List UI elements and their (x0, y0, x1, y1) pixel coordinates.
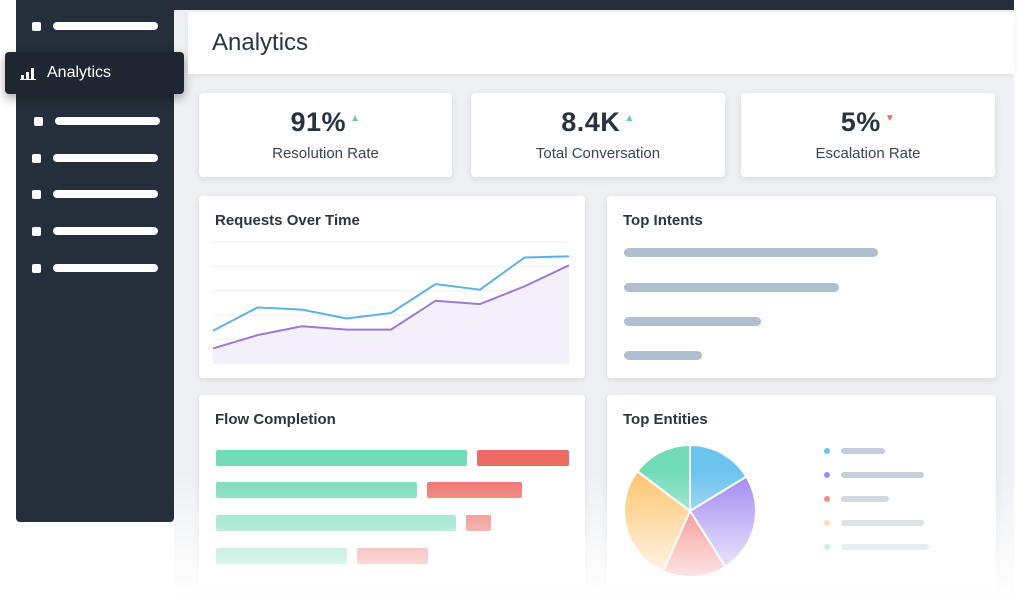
nav-placeholder (53, 154, 158, 162)
trend-up-icon: ▲ (350, 113, 361, 124)
requests-line-chart (212, 241, 570, 365)
nav-bullet-icon (32, 226, 41, 236)
legend-placeholder (841, 472, 924, 478)
trend-down-icon: ▼ (884, 113, 896, 124)
flow-completed-bar (216, 450, 467, 466)
intent-bar (624, 317, 761, 326)
page-header: Analytics (188, 12, 1014, 74)
nav-placeholder (55, 117, 160, 125)
sidebar-item[interactable] (32, 19, 158, 33)
legend-placeholder (841, 520, 924, 526)
legend-placeholder (841, 448, 885, 454)
kpi-label: Escalation Rate (815, 145, 921, 162)
nav-bullet-icon (32, 263, 41, 273)
kpi-label: Total Conversation (535, 145, 661, 162)
top-strip (16, 0, 1014, 10)
legend-dot (824, 472, 830, 478)
requests-over-time-card: Requests Over Time (199, 196, 585, 378)
card-title: Requests Over Time (215, 212, 360, 229)
sidebar-item[interactable] (32, 224, 158, 238)
sidebar-item[interactable] (34, 114, 160, 128)
flow-dropped-bar (357, 548, 428, 564)
nav-placeholder (53, 22, 158, 30)
nav-bullet-icon (34, 116, 43, 126)
card-title: Flow Completion (215, 411, 336, 428)
card-title: Top Intents (623, 212, 703, 229)
legend-placeholder (841, 496, 889, 502)
entities-pie-chart (623, 443, 757, 578)
top-intents-card: Top Intents (607, 196, 996, 378)
kpi-value: 8.4K (561, 107, 621, 137)
kpi-card-total-conversation: 8.4K ▲ Total Conversation (471, 93, 725, 177)
kpi-card-escalation-rate: 5% ▼ Escalation Rate (741, 93, 995, 177)
series-line-1 (212, 255, 570, 332)
kpi-label: Resolution Rate (272, 145, 379, 162)
bar-chart-icon (20, 68, 36, 80)
intent-bar (624, 248, 878, 257)
sidebar-item-analytics[interactable]: Analytics (5, 52, 184, 94)
sidebar-item[interactable] (32, 151, 158, 165)
kpi-card-resolution-rate: 91% ▲ Resolution Rate (199, 93, 452, 177)
legend-dot (824, 544, 830, 550)
trend-up-icon: ▲ (624, 113, 635, 124)
kpi-value: 91% (290, 107, 347, 137)
flow-dropped-bar (466, 515, 491, 531)
nav-placeholder (53, 190, 158, 198)
legend-dot (824, 448, 830, 454)
nav-bullet-icon (32, 21, 41, 31)
sidebar-item-label: Analytics (47, 64, 112, 81)
nav-bullet-icon (32, 153, 41, 163)
sidebar-item[interactable] (32, 261, 158, 275)
card-title: Top Entities (623, 411, 708, 428)
flow-dropped-bar (477, 450, 569, 466)
nav-placeholder (53, 227, 158, 235)
flow-completed-bar (216, 482, 417, 498)
nav-placeholder (53, 264, 158, 272)
intent-bar (624, 283, 839, 292)
page-title: Analytics (212, 29, 309, 56)
kpi-value: 5% (840, 107, 881, 137)
nav-bullet-icon (32, 189, 41, 199)
series-line-2 (212, 264, 570, 350)
top-entities-card: Top Entities (607, 395, 996, 590)
legend-dot (824, 496, 830, 502)
series-area (213, 265, 569, 364)
flow-completion-card: Flow Completion (199, 395, 585, 590)
flow-completed-bar (216, 515, 456, 531)
flow-dropped-bar (427, 482, 522, 498)
intent-bar (624, 351, 702, 360)
legend-dot (824, 520, 830, 526)
legend-placeholder (841, 544, 929, 550)
sidebar-item[interactable] (32, 187, 158, 201)
flow-completed-bar (216, 548, 347, 564)
